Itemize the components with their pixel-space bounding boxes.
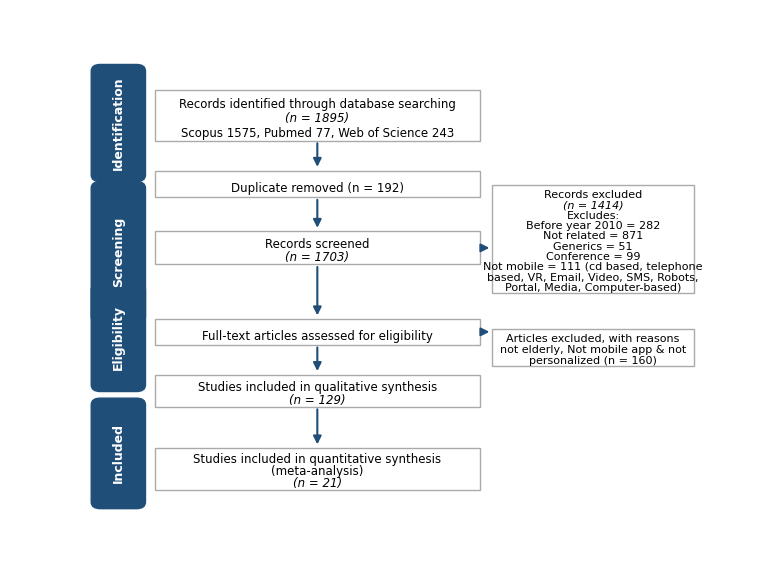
- FancyBboxPatch shape: [91, 283, 145, 391]
- FancyBboxPatch shape: [91, 181, 145, 323]
- Text: (n = 129): (n = 129): [289, 394, 345, 407]
- FancyBboxPatch shape: [155, 319, 480, 344]
- FancyBboxPatch shape: [155, 90, 480, 141]
- FancyBboxPatch shape: [155, 375, 480, 406]
- Text: based, VR, Email, Video, SMS, Robots,: based, VR, Email, Video, SMS, Robots,: [488, 273, 699, 283]
- Text: Studies included in qualitative synthesis: Studies included in qualitative synthesi…: [198, 381, 437, 394]
- Text: (n = 1895): (n = 1895): [286, 113, 349, 125]
- FancyBboxPatch shape: [492, 185, 694, 293]
- Text: Included: Included: [112, 424, 124, 483]
- Text: Screening: Screening: [112, 217, 124, 288]
- Text: (n = 1703): (n = 1703): [286, 251, 349, 264]
- Text: personalized (n = 160): personalized (n = 160): [529, 356, 657, 366]
- Text: Records identified through database searching: Records identified through database sear…: [179, 98, 456, 111]
- Text: Not mobile = 111 (cd based, telephone: Not mobile = 111 (cd based, telephone: [483, 262, 703, 273]
- Text: Portal, Media, Computer-based): Portal, Media, Computer-based): [505, 283, 682, 293]
- Text: Excludes:: Excludes:: [566, 211, 620, 221]
- Text: (n = 21): (n = 21): [293, 478, 342, 490]
- Text: Full-text articles assessed for eligibility: Full-text articles assessed for eligibil…: [202, 329, 433, 343]
- Text: Before year 2010 = 282: Before year 2010 = 282: [526, 221, 661, 231]
- FancyBboxPatch shape: [155, 448, 480, 490]
- FancyBboxPatch shape: [91, 398, 145, 509]
- FancyBboxPatch shape: [155, 231, 480, 265]
- Text: (meta-analysis): (meta-analysis): [272, 466, 363, 478]
- Text: Eligibility: Eligibility: [112, 305, 124, 370]
- Text: Articles excluded, with reasons: Articles excluded, with reasons: [506, 334, 680, 344]
- Text: Records screened: Records screened: [265, 238, 370, 251]
- Text: Conference = 99: Conference = 99: [546, 252, 640, 262]
- Text: Duplicate removed (n = 192): Duplicate removed (n = 192): [231, 182, 404, 195]
- Text: (n = 1414): (n = 1414): [562, 200, 623, 211]
- Text: Records excluded: Records excluded: [544, 190, 643, 200]
- Text: Not related = 871: Not related = 871: [543, 231, 643, 242]
- Text: Studies included in quantitative synthesis: Studies included in quantitative synthes…: [193, 453, 441, 466]
- Text: not elderly, Not mobile app & not: not elderly, Not mobile app & not: [500, 345, 686, 355]
- Text: Identification: Identification: [112, 76, 124, 170]
- Text: Generics = 51: Generics = 51: [553, 242, 633, 252]
- FancyBboxPatch shape: [91, 64, 145, 181]
- FancyBboxPatch shape: [155, 170, 480, 197]
- FancyBboxPatch shape: [492, 328, 694, 366]
- Text: Scopus 1575, Pubmed 77, Web of Science 243: Scopus 1575, Pubmed 77, Web of Science 2…: [180, 127, 454, 140]
